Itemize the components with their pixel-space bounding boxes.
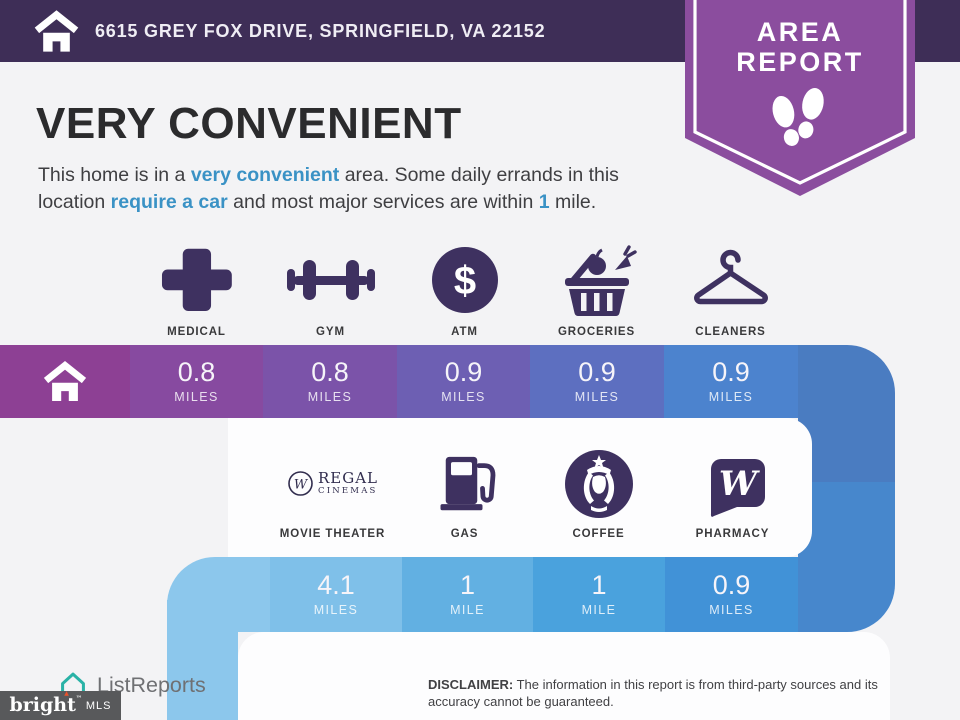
home-icon — [33, 9, 80, 55]
distance-value: 4.1 — [317, 570, 355, 600]
mls-text: MLS — [85, 699, 112, 712]
bright-text: bright — [9, 694, 76, 716]
amenity-gas: GAS — [398, 444, 531, 540]
disclaimer-body: The information in this report is from t… — [428, 677, 878, 709]
distance-segment-groceries: 0.9 MILES — [530, 345, 664, 418]
regal-w: W — [294, 478, 309, 493]
amenity-medical: MEDICAL — [130, 238, 263, 338]
trademark-symbol: ™ — [75, 695, 82, 702]
badge-line1: AREA — [756, 17, 844, 47]
amenity-atm: $ ATM — [398, 238, 531, 338]
amenity-cleaners: CLEANERS — [664, 238, 797, 338]
regal-wordmark: REGAL — [317, 469, 379, 488]
distance-value: 0.9 — [578, 357, 616, 387]
distance-segment-pharmacy: 0.9 MILES — [665, 557, 798, 632]
walgreens-logo: W — [666, 444, 799, 523]
regal-wordmark-sub: CINEMAS — [317, 486, 378, 497]
badge-ribbon-shape — [685, 0, 915, 196]
amenity-label: COFFEE — [572, 528, 625, 540]
page-title: VERY CONVENIENT — [36, 99, 462, 148]
distance-unit: MILES — [708, 390, 754, 404]
home-icon — [43, 360, 87, 401]
distance-unit: MILE — [581, 603, 617, 617]
amenity-groceries: GROCERIES — [530, 238, 663, 338]
disclaimer-text: DISCLAIMER: The information in this repo… — [428, 676, 928, 710]
distance-value: 1 — [591, 570, 607, 600]
amenity-coffee: COFFEE — [532, 444, 665, 540]
walgreens-w: W — [718, 464, 759, 504]
area-report-badge: AREA REPORT — [685, 0, 915, 200]
distance-value: 0.9 — [712, 570, 751, 600]
distance-unit: MILES — [174, 390, 219, 404]
amenity-movie-theater: W REGAL CINEMAS MOVIE THEATER — [266, 444, 399, 540]
amenity-label: GAS — [450, 528, 479, 540]
summary-text: area. Some daily errands in this — [339, 164, 619, 186]
medical-cross-icon — [130, 238, 263, 321]
dumbbell-icon — [264, 238, 397, 321]
amenity-label: MEDICAL — [167, 326, 226, 338]
dollar-circle-icon: $ — [398, 238, 531, 321]
amenity-label: PHARMACY — [695, 528, 770, 540]
summary-highlight: very convenient — [190, 164, 340, 186]
amenity-label: MOVIE THEATER — [279, 528, 386, 540]
path-connector-right-top — [798, 345, 895, 482]
amenity-pharmacy: W PHARMACY — [666, 444, 799, 540]
footprints-icon — [763, 84, 837, 160]
distance-segment-movie-theater: 4.1 MILES — [270, 557, 402, 632]
regal-crown-mark: W — [288, 471, 313, 496]
gas-pump-icon — [398, 444, 531, 523]
brightmls-logo: bright™ ▲ MLS — [0, 691, 121, 720]
summary-highlight: 1 — [538, 191, 550, 213]
summary-line2: location require a car and most major se… — [38, 189, 619, 216]
hanger-icon — [664, 238, 797, 321]
path-connector-right-bottom — [798, 482, 895, 632]
path-connector-left-strip — [167, 600, 238, 720]
grocery-basket-icon — [530, 238, 663, 321]
amenity-label: ATM — [451, 326, 478, 338]
distance-unit: MILES — [313, 603, 359, 617]
amenity-label: CLEANERS — [695, 326, 766, 338]
distance-unit: MILES — [709, 603, 754, 617]
summary-text: location — [38, 191, 111, 213]
distance-unit: MILES — [574, 390, 620, 404]
distance-unit: MILES — [307, 390, 353, 404]
disclaimer-label: DISCLAIMER: — [428, 677, 514, 692]
distance-unit: MILES — [441, 390, 486, 404]
home-distance-origin — [0, 345, 130, 418]
summary-text: mile. — [549, 191, 597, 213]
distance-value: 1 — [459, 570, 476, 600]
summary-highlight: require a car — [110, 191, 228, 213]
bright-wordmark: bright™ ▲ — [9, 691, 82, 716]
summary-text: This home is in a — [38, 164, 191, 186]
bottom-white-panel — [238, 632, 890, 720]
summary-line1: This home is in a very convenient area. … — [38, 162, 619, 189]
distance-value: 0.9 — [712, 357, 750, 387]
distance-segment-cleaners: 0.9 MILES — [664, 345, 798, 418]
regal-cinemas-logo: W REGAL CINEMAS — [266, 444, 399, 523]
amenity-label: GROCERIES — [557, 326, 636, 338]
amenity-label: GYM — [316, 326, 345, 338]
distance-value: 0.8 — [311, 357, 349, 387]
distance-unit: MILE — [450, 603, 485, 617]
distance-segment-coffee: 1 MILE — [533, 557, 665, 632]
starbucks-logo — [532, 444, 665, 523]
summary-paragraph: This home is in a very convenient area. … — [38, 162, 619, 216]
summary-text: and most major services are within — [227, 191, 539, 213]
distance-segment-medical: 0.8 MILES — [130, 345, 263, 418]
distance-value: 0.8 — [177, 357, 216, 387]
amenity-gym: GYM — [264, 238, 397, 338]
distance-segment-gas: 1 MILE — [402, 557, 533, 632]
dollar-symbol: $ — [453, 259, 475, 303]
distance-value: 0.9 — [444, 357, 483, 387]
property-address: 6615 GREY FOX DRIVE, SPRINGFIELD, VA 221… — [95, 21, 546, 41]
bright-caret-icon: ▲ — [64, 690, 69, 697]
distance-segment-gym: 0.8 MILES — [263, 345, 397, 418]
badge-line2: REPORT — [736, 47, 864, 77]
distance-segment-atm: 0.9 MILES — [397, 345, 530, 418]
